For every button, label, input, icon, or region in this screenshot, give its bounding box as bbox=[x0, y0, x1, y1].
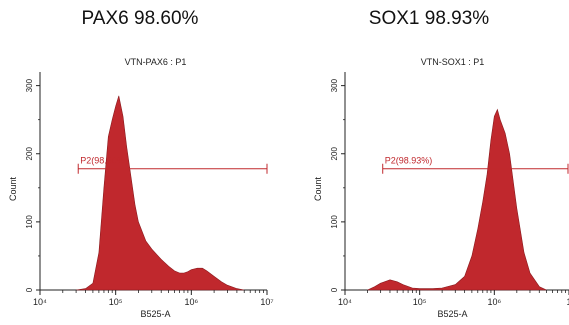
plot-title: VTN-PAX6 : P1 bbox=[125, 57, 187, 67]
x-tick-label: 10⁵ bbox=[109, 297, 123, 307]
x-axis-label: B525-A bbox=[437, 309, 467, 319]
x-axis-label: B525-A bbox=[140, 309, 170, 319]
x-tick-label: 10⁷ bbox=[260, 297, 273, 307]
plot-title: VTN-SOX1 : P1 bbox=[421, 57, 485, 67]
y-axis-label: Count bbox=[313, 177, 323, 202]
y-tick-label: 300 bbox=[25, 78, 34, 92]
x-tick-label: 10⁴ bbox=[33, 297, 47, 307]
x-tick-label: 10⁶ bbox=[184, 297, 198, 307]
y-tick-label: 200 bbox=[330, 147, 339, 161]
y-tick-label: 0 bbox=[25, 287, 34, 292]
x-tick-label: 10⁶ bbox=[487, 297, 501, 307]
x-tick-label: 10⁵ bbox=[413, 297, 427, 307]
panel-title: SOX1 98.93% bbox=[368, 8, 490, 29]
y-tick-label: 100 bbox=[330, 215, 339, 229]
histogram-chart-pax6: VTN-PAX6 : P1 0 100 200 300 10⁴ 10⁵ 10⁶ 10⁷ B525-… bbox=[8, 57, 274, 319]
chart-panel-sox1: SOX1 98.93% VTN-SOX1 : P1 0 100 200 300 10⁴ 10… bbox=[289, 0, 569, 325]
histogram-chart-sox1: VTN-SOX1 : P1 0 100 200 300 10⁴ 10⁵ 10⁶ 1 B525-A C… bbox=[313, 57, 569, 319]
y-tick-label: 200 bbox=[25, 147, 34, 161]
y-tick-label: 300 bbox=[330, 78, 339, 92]
gate-label: P2(98.60%) bbox=[80, 156, 128, 166]
y-tick-label: 0 bbox=[330, 287, 339, 292]
histogram-area bbox=[367, 108, 547, 291]
panel-title: PAX6 98.60% bbox=[81, 8, 199, 29]
x-tick-label: 10⁴ bbox=[338, 297, 352, 307]
gate-label: P2(98.93%) bbox=[385, 156, 433, 166]
chart-panel-pax6: PAX6 98.60% VTN-PAX6 : P1 0 100 200 300 10⁴ 10… bbox=[0, 0, 280, 325]
x-tick-label: 1 bbox=[566, 297, 569, 307]
histogram-area bbox=[76, 95, 245, 291]
y-tick-label: 100 bbox=[25, 215, 34, 229]
y-axis-label: Count bbox=[8, 177, 18, 202]
